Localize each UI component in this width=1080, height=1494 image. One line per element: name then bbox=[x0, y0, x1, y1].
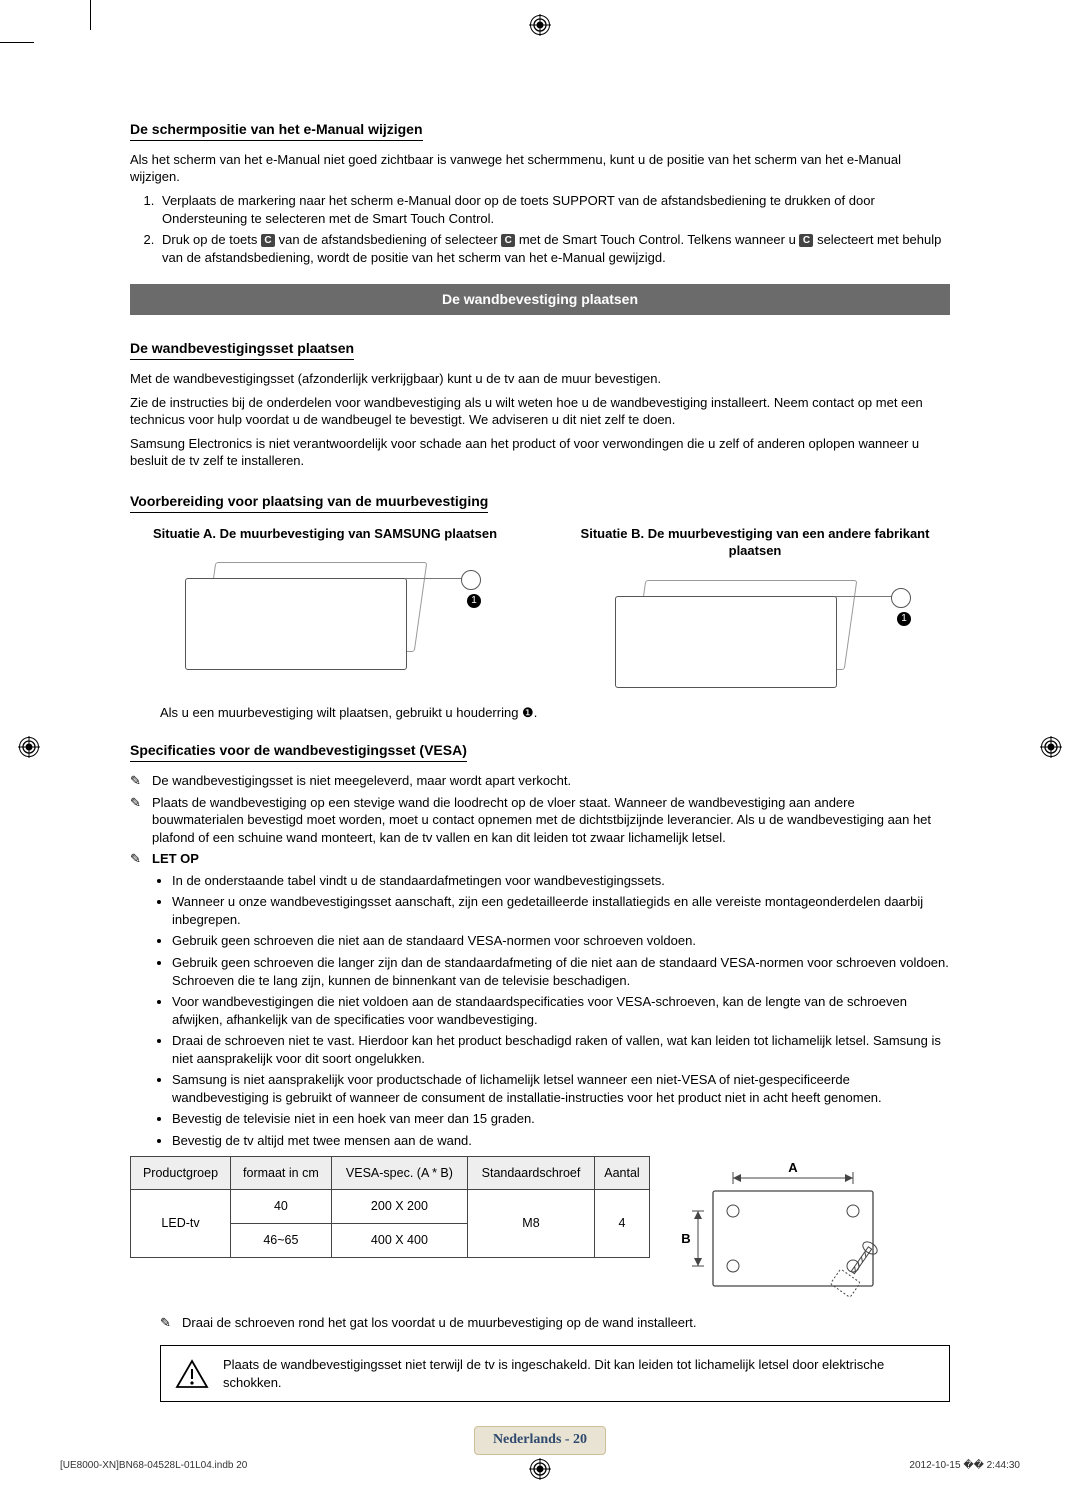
td-qty: 4 bbox=[594, 1190, 649, 1258]
situation-caption: Als u een muurbevestiging wilt plaatsen,… bbox=[160, 704, 950, 722]
note-icon: ✎ bbox=[160, 1314, 178, 1332]
registration-mark-icon bbox=[18, 736, 40, 758]
tv-illustration-b: 1 bbox=[605, 566, 905, 696]
registration-mark-icon bbox=[1040, 736, 1062, 758]
td-spec-2: 400 X 400 bbox=[331, 1224, 467, 1258]
crop-mark-icon bbox=[0, 42, 34, 43]
badge-1-icon: 1 bbox=[897, 612, 911, 626]
page-label: Nederlands - 20 bbox=[130, 1426, 950, 1455]
vesa-row: Productgroep formaat in cm VESA-spec. (A… bbox=[130, 1156, 950, 1306]
situation-a-label: Situatie A. De muurbevestiging van SAMSU… bbox=[130, 525, 520, 543]
vesa-diagram: A B bbox=[668, 1156, 928, 1306]
td-size-1: 40 bbox=[231, 1190, 332, 1224]
footer-right: 2012-10-15 �� 2:44:30 bbox=[909, 1459, 1020, 1473]
th-vesa-spec: VESA-spec. (A * B) bbox=[331, 1156, 467, 1190]
step-1: Verplaats de markering naar het scherm e… bbox=[158, 192, 950, 227]
warning-text: Plaats de wandbevestigingsset niet terwi… bbox=[223, 1356, 935, 1391]
bullet-5: Voor wandbevestigingen die niet voldoen … bbox=[172, 993, 950, 1028]
crop-mark-icon bbox=[90, 0, 91, 30]
warning-box: Plaats de wandbevestigingsset niet terwi… bbox=[160, 1345, 950, 1402]
note-icon: ✎ bbox=[130, 850, 148, 868]
c-button-icon: C bbox=[501, 234, 515, 247]
bullet-3: Gebruik geen schroeven die niet aan de s… bbox=[172, 932, 950, 950]
label-a: A bbox=[788, 1160, 798, 1175]
post-table-note: ✎ Draai de schroeven rond het gat los vo… bbox=[160, 1314, 950, 1332]
heading-screen-position: De schermpositie van het e-Manual wijzig… bbox=[130, 120, 423, 141]
vesa-table: Productgroep formaat in cm VESA-spec. (A… bbox=[130, 1156, 650, 1259]
letop-bullets: In de onderstaande tabel vindt u de stan… bbox=[172, 872, 950, 1150]
label-b: B bbox=[681, 1231, 690, 1246]
situation-a: Situatie A. De muurbevestiging van SAMSU… bbox=[130, 525, 520, 696]
th-schroef: Standaardschroef bbox=[468, 1156, 595, 1190]
footer: [UE8000-XN]BN68-04528L-01L04.indb 20 201… bbox=[60, 1459, 1020, 1473]
th-formaat: formaat in cm bbox=[231, 1156, 332, 1190]
bullet-1: In de onderstaande tabel vindt u de stan… bbox=[172, 872, 950, 890]
c-button-icon: C bbox=[261, 234, 275, 247]
bullet-8: Bevestig de televisie niet in een hoek v… bbox=[172, 1110, 950, 1128]
note-letop: ✎ LET OP bbox=[130, 850, 950, 868]
note-icon: ✎ bbox=[130, 772, 148, 790]
th-aantal: Aantal bbox=[594, 1156, 649, 1190]
bullet-6: Draai de schroeven niet te vast. Hierdoo… bbox=[172, 1032, 950, 1067]
step-2: Druk op de toets C van de afstandsbedien… bbox=[158, 231, 950, 266]
page-number-pill: Nederlands - 20 bbox=[474, 1426, 606, 1455]
wall-p1: Met de wandbevestigingsset (afzonderlijk… bbox=[130, 370, 950, 388]
c-button-icon: C bbox=[799, 234, 813, 247]
wall-p3: Samsung Electronics is niet verantwoorde… bbox=[130, 435, 950, 470]
heading-preparation: Voorbereiding voor plaatsing van de muur… bbox=[130, 492, 488, 513]
situation-row: Situatie A. De muurbevestiging van SAMSU… bbox=[130, 525, 950, 696]
bullet-9: Bevestig de tv altijd met twee mensen aa… bbox=[172, 1132, 950, 1150]
bullet-4: Gebruik geen schroeven die langer zijn d… bbox=[172, 954, 950, 989]
note-2: ✎ Plaats de wandbevestiging op een stevi… bbox=[130, 794, 950, 847]
footer-left: [UE8000-XN]BN68-04528L-01L04.indb 20 bbox=[60, 1459, 247, 1473]
bullet-2: Wanneer u onze wandbevestigingsset aansc… bbox=[172, 893, 950, 928]
tv-illustration-a: 1 bbox=[175, 548, 475, 678]
heading-wall-mount-set: De wandbevestigingsset plaatsen bbox=[130, 339, 354, 360]
warning-icon bbox=[175, 1359, 209, 1389]
note-1: ✎ De wandbevestigingsset is niet meegele… bbox=[130, 772, 950, 790]
wall-p2: Zie de instructies bij de onderdelen voo… bbox=[130, 394, 950, 429]
td-group: LED-tv bbox=[131, 1190, 231, 1258]
td-screw: M8 bbox=[468, 1190, 595, 1258]
intro-paragraph: Als het scherm van het e-Manual niet goe… bbox=[130, 151, 950, 186]
td-size-2: 46~65 bbox=[231, 1224, 332, 1258]
page: De schermpositie van het e-Manual wijzig… bbox=[0, 0, 1080, 1494]
section-bar-wall-mount: De wandbevestiging plaatsen bbox=[130, 284, 950, 315]
steps-list: Verplaats de markering naar het scherm e… bbox=[130, 192, 950, 266]
note-icon: ✎ bbox=[130, 794, 148, 812]
situation-b: Situatie B. De muurbevestiging van een a… bbox=[560, 525, 950, 696]
heading-vesa-specs: Specificaties voor de wandbevestigingsse… bbox=[130, 741, 467, 762]
bullet-7: Samsung is niet aansprakelijk voor produ… bbox=[172, 1071, 950, 1106]
badge-1-icon: 1 bbox=[467, 594, 481, 608]
th-productgroep: Productgroep bbox=[131, 1156, 231, 1190]
td-spec-1: 200 X 200 bbox=[331, 1190, 467, 1224]
registration-mark-icon bbox=[529, 14, 551, 36]
situation-b-label: Situatie B. De muurbevestiging van een a… bbox=[560, 525, 950, 560]
